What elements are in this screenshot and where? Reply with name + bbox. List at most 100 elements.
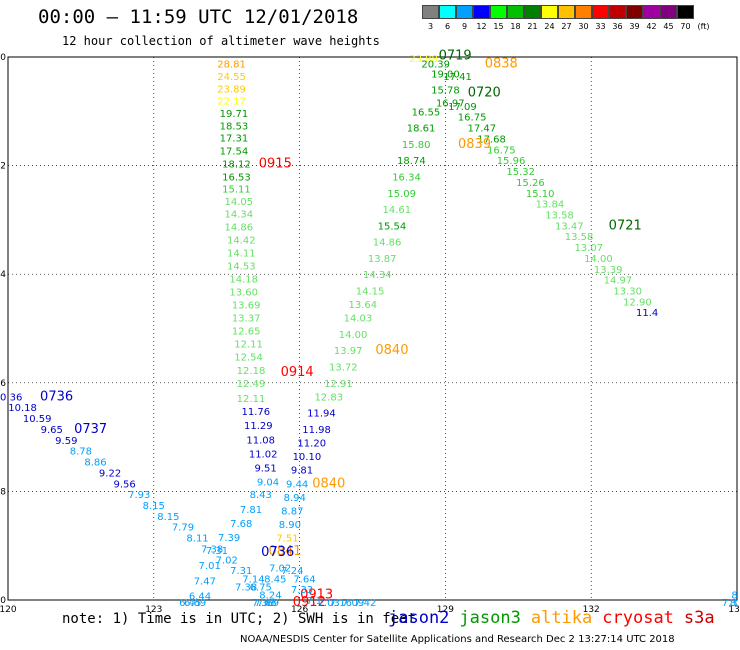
orbit-time-label: 0840 bbox=[375, 343, 408, 358]
wave-height-point: 14.15 bbox=[356, 286, 385, 297]
wave-height-point: 8.15 bbox=[143, 501, 165, 512]
wave-height-point: 7.69 bbox=[257, 598, 279, 609]
wave-height-point: 10.36 bbox=[0, 392, 22, 403]
wave-height-point: 7.38 bbox=[252, 598, 274, 609]
wave-height-point: 7.09 bbox=[342, 598, 364, 609]
color-scale-label: 9 bbox=[461, 22, 468, 31]
color-scale-label: 42 bbox=[646, 22, 657, 31]
wave-height-point: 8.15 bbox=[157, 512, 179, 523]
wave-height-point: 12.91 bbox=[324, 379, 353, 390]
wave-height-point: 13.47 bbox=[555, 221, 584, 232]
wave-height-point: 14.05 bbox=[225, 197, 254, 208]
orbit-time-label: 0736 bbox=[261, 545, 294, 560]
y-tick-label: -58 bbox=[0, 487, 6, 497]
color-scale-label: 27 bbox=[561, 22, 572, 31]
wave-height-point: 8. bbox=[730, 598, 740, 609]
wave-height-point: 7.68 bbox=[230, 519, 252, 530]
wave-height-point: 13.30 bbox=[613, 286, 642, 297]
x-tick-label: 132 bbox=[583, 605, 600, 615]
wave-height-point: 9.04 bbox=[257, 478, 279, 489]
color-scale-label: 30 bbox=[578, 22, 589, 31]
wave-height-point: 8.87 bbox=[281, 506, 303, 517]
wave-height-point: 8.78 bbox=[70, 447, 92, 458]
color-scale-swatch bbox=[677, 5, 694, 19]
wave-height-point: 8.11 bbox=[186, 534, 208, 545]
color-scale-label: 18 bbox=[510, 22, 521, 31]
color-scale-swatch bbox=[524, 5, 541, 19]
wave-height-point: 13.72 bbox=[329, 363, 358, 374]
wave-height-point: 8.94 bbox=[284, 493, 306, 504]
orbit-time-label: 0719 bbox=[439, 48, 472, 63]
orbit-time-label: 0736 bbox=[40, 389, 73, 404]
wave-height-point: 15.80 bbox=[402, 140, 431, 151]
x-tick-label: 123 bbox=[145, 605, 162, 615]
color-scale-label: 24 bbox=[544, 22, 555, 31]
color-scale-label: 21 bbox=[527, 22, 538, 31]
y-tick-label: -56 bbox=[0, 379, 6, 389]
wave-height-point: 7.03 bbox=[318, 598, 340, 609]
wave-height-point: 13.37 bbox=[232, 314, 261, 325]
color-scale-swatch bbox=[592, 5, 609, 19]
orbit-time-label: 0737 bbox=[74, 422, 107, 437]
wave-height-point: 7.02 bbox=[216, 555, 238, 566]
wave-height-point: 7.02 bbox=[269, 563, 291, 574]
wave-height-point: 16.55 bbox=[412, 107, 441, 118]
wave-height-point: 8.24 bbox=[259, 591, 281, 602]
wave-height-point: 17.09 bbox=[448, 102, 477, 113]
wave-height-point: 9.22 bbox=[99, 468, 121, 479]
legend-entry-jason2: jason2 bbox=[388, 608, 450, 628]
color-scale-label: 45 bbox=[663, 22, 674, 31]
orbit-time-label: 0838 bbox=[485, 57, 518, 72]
wave-height-point: 10.10 bbox=[293, 452, 322, 463]
wave-height-point: 14.97 bbox=[604, 276, 633, 287]
wave-height-point: 7.51 bbox=[276, 534, 298, 545]
wave-height-point: 13.39 bbox=[594, 265, 623, 276]
wave-height-point: 7.24 bbox=[281, 566, 303, 577]
wave-height-point: 7.64 bbox=[293, 574, 315, 585]
wave-height-point: 12.90 bbox=[623, 297, 652, 308]
wave-height-point: 16.75 bbox=[487, 145, 516, 156]
wave-height-point: 7.1 bbox=[306, 596, 322, 607]
wave-height-point: 19.71 bbox=[220, 109, 249, 120]
wave-height-point: 7.33 bbox=[291, 585, 313, 596]
wave-height-point: 7.63 bbox=[254, 598, 276, 609]
wave-height-point: 16.53 bbox=[222, 172, 251, 183]
color-scale-label: 39 bbox=[629, 22, 640, 31]
wave-height-point: 16.97 bbox=[436, 99, 465, 110]
wave-height-point: 13.60 bbox=[229, 288, 258, 299]
wave-height-point: 12.49 bbox=[237, 379, 266, 390]
wave-height-point: 11.76 bbox=[242, 407, 271, 418]
wave-height-point: 10.59 bbox=[23, 414, 52, 425]
wave-height-point: 7.14 bbox=[242, 574, 264, 585]
wave-height-point: 14.86 bbox=[225, 222, 254, 233]
wave-height-point: 10.18 bbox=[8, 403, 37, 414]
wave-height-point: 13.84 bbox=[536, 200, 565, 211]
wave-height-point: 6.45 bbox=[179, 598, 201, 609]
orbit-time-label: 0720 bbox=[468, 85, 501, 100]
color-scale-label: 70 bbox=[680, 22, 691, 31]
orbit-time-label: 0915 bbox=[259, 156, 292, 171]
wave-height-point: 15.32 bbox=[506, 167, 535, 178]
orbit-time-label: 0839 bbox=[458, 137, 491, 152]
orbit-time-label: 0721 bbox=[609, 218, 642, 233]
wave-height-point: 6.75 bbox=[250, 582, 272, 593]
wave-height-point: 14.03 bbox=[344, 314, 373, 325]
wave-height-point: 20.39 bbox=[421, 60, 450, 71]
wave-height-point: 8 bbox=[731, 591, 737, 602]
legend-entry-s3a: s3a bbox=[683, 608, 715, 628]
wave-height-point: 14.18 bbox=[229, 275, 258, 286]
y-tick-label: -60 bbox=[0, 596, 6, 606]
wave-height-point: 14.61 bbox=[382, 205, 411, 216]
wave-height-point: 17.68 bbox=[477, 134, 506, 145]
color-scale-swatch bbox=[558, 5, 575, 19]
wave-height-point: 15.78 bbox=[431, 86, 460, 97]
wave-height-point: 17.31 bbox=[220, 133, 249, 144]
wave-height-point: 15.10 bbox=[526, 189, 555, 200]
wave-height-point: 13.69 bbox=[232, 301, 261, 312]
wave-height-point: 7.3 bbox=[722, 598, 738, 609]
wave-height-point: 8.43 bbox=[250, 490, 272, 501]
legend-entry-cryosat: cryosat bbox=[602, 608, 674, 628]
color-scale-unit: (ft) bbox=[697, 22, 710, 31]
y-tick-label: -54 bbox=[0, 270, 6, 280]
